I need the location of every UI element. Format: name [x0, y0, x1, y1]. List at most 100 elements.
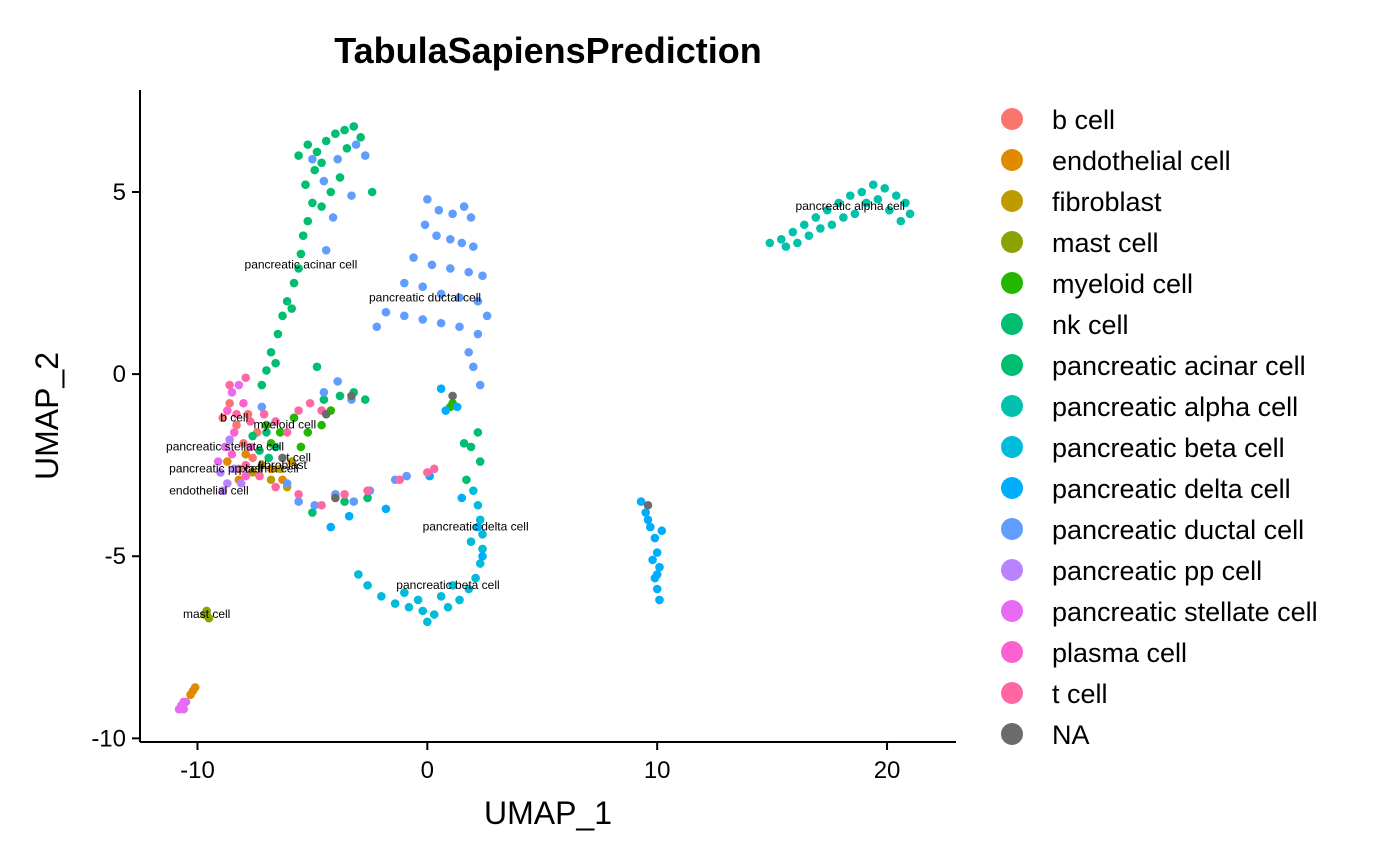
point-7-21 — [793, 238, 802, 248]
point-10-5 — [420, 220, 430, 230]
point-10-14 — [478, 271, 487, 281]
point-8-12 — [478, 544, 487, 554]
point-6-13 — [296, 249, 306, 259]
point-6-20 — [262, 366, 271, 375]
point-8-16 — [400, 588, 409, 597]
x-tick-label-1: 0 — [421, 757, 434, 784]
point-1-3 — [223, 457, 232, 466]
point-11-5 — [225, 435, 234, 444]
legend-label-13: plasma cell — [1052, 638, 1187, 668]
point-10-6 — [432, 231, 441, 240]
point-9-9 — [648, 555, 657, 565]
x-tick-label-2: 10 — [644, 757, 671, 784]
point-7-11 — [891, 191, 901, 200]
point-15-2 — [643, 500, 653, 510]
point-14-4 — [282, 428, 292, 437]
point-10-11 — [427, 260, 437, 270]
point-14-11 — [294, 490, 303, 499]
point-10-40 — [282, 479, 292, 488]
point-8-6 — [429, 610, 439, 619]
point-6-23 — [326, 187, 336, 197]
point-9-15 — [381, 504, 391, 514]
point-9-0 — [636, 497, 646, 506]
point-10-10 — [409, 253, 418, 262]
point-15-4 — [347, 391, 356, 401]
legend-label-8: pancreatic beta cell — [1052, 433, 1285, 463]
point-9-18 — [436, 384, 446, 393]
point-7-6 — [834, 198, 844, 208]
point-12-4 — [179, 704, 188, 714]
point-10-34 — [351, 140, 361, 149]
point-10-9 — [468, 242, 478, 251]
point-9-3 — [650, 533, 660, 543]
point-14-19 — [241, 373, 251, 383]
point-2-5 — [287, 457, 297, 466]
point-10-31 — [308, 154, 317, 164]
point-14-6 — [305, 398, 315, 408]
point-10-1 — [434, 205, 444, 215]
point-10-39 — [257, 402, 267, 412]
point-6-26 — [317, 202, 326, 211]
cluster-label-13: mast cell — [183, 607, 230, 621]
point-8-3 — [390, 599, 400, 608]
point-6-5 — [349, 122, 359, 131]
point-6-2 — [321, 136, 331, 146]
point-5-0 — [255, 446, 264, 455]
point-4-1 — [275, 428, 285, 437]
point-6-34 — [360, 395, 370, 404]
point-7-0 — [765, 238, 775, 248]
point-10-35 — [360, 151, 370, 160]
point-10-44 — [349, 497, 359, 506]
point-6-22 — [335, 173, 345, 182]
point-8-5 — [418, 606, 428, 616]
cluster-label-12: pancreatic beta cell — [396, 578, 499, 592]
point-12-8 — [220, 442, 230, 452]
point-7-5 — [822, 205, 832, 215]
x-tick-label-3: 20 — [874, 757, 901, 784]
point-6-11 — [303, 216, 313, 226]
point-6-3 — [331, 129, 340, 139]
point-14-13 — [340, 490, 349, 499]
point-1-2 — [186, 690, 195, 699]
legend-swatch-2 — [1001, 190, 1023, 212]
point-4-0 — [262, 420, 271, 430]
point-6-15 — [289, 278, 299, 288]
x-axis-label: UMAP_1 — [484, 795, 612, 831]
point-0-2 — [239, 439, 248, 448]
legend-label-11: pancreatic pp cell — [1052, 556, 1262, 586]
legend-swatch-3 — [1001, 231, 1023, 253]
legend-swatch-8 — [1001, 436, 1023, 458]
point-8-10 — [471, 573, 480, 583]
point-9-21 — [473, 522, 483, 532]
y-tick-label-1: -5 — [105, 543, 126, 570]
point-11-0 — [216, 468, 225, 477]
point-10-20 — [381, 307, 391, 317]
point-6-6 — [356, 133, 365, 142]
point-7-3 — [799, 220, 809, 230]
point-10-36 — [347, 191, 356, 200]
point-10-3 — [459, 202, 469, 211]
point-11-2 — [229, 464, 239, 474]
cluster-label-7: fibroblast — [258, 458, 307, 472]
point-9-12 — [652, 570, 662, 579]
point-13-1 — [229, 428, 239, 437]
point-13-3 — [246, 442, 255, 452]
point-8-19 — [448, 581, 457, 590]
point-0-3 — [248, 453, 257, 463]
point-6-21 — [257, 380, 267, 390]
legend-label-9: pancreatic delta cell — [1052, 474, 1291, 504]
y-tick-label-3: 5 — [113, 179, 126, 206]
point-7-1 — [777, 235, 786, 244]
point-7-2 — [788, 227, 798, 237]
point-9-8 — [655, 595, 664, 605]
y-tick-label-2: 0 — [113, 361, 126, 388]
point-6-39 — [473, 428, 483, 437]
x-tick-label-0: -10 — [180, 757, 215, 784]
point-9-19 — [452, 402, 462, 412]
legend-label-7: pancreatic alpha cell — [1052, 392, 1298, 422]
cluster-label-8: pancreatic pp cell — [169, 461, 262, 475]
legend-swatch-7 — [1001, 395, 1023, 417]
point-5-3 — [271, 442, 280, 452]
point-5-1 — [264, 453, 274, 463]
point-8-11 — [475, 559, 485, 568]
